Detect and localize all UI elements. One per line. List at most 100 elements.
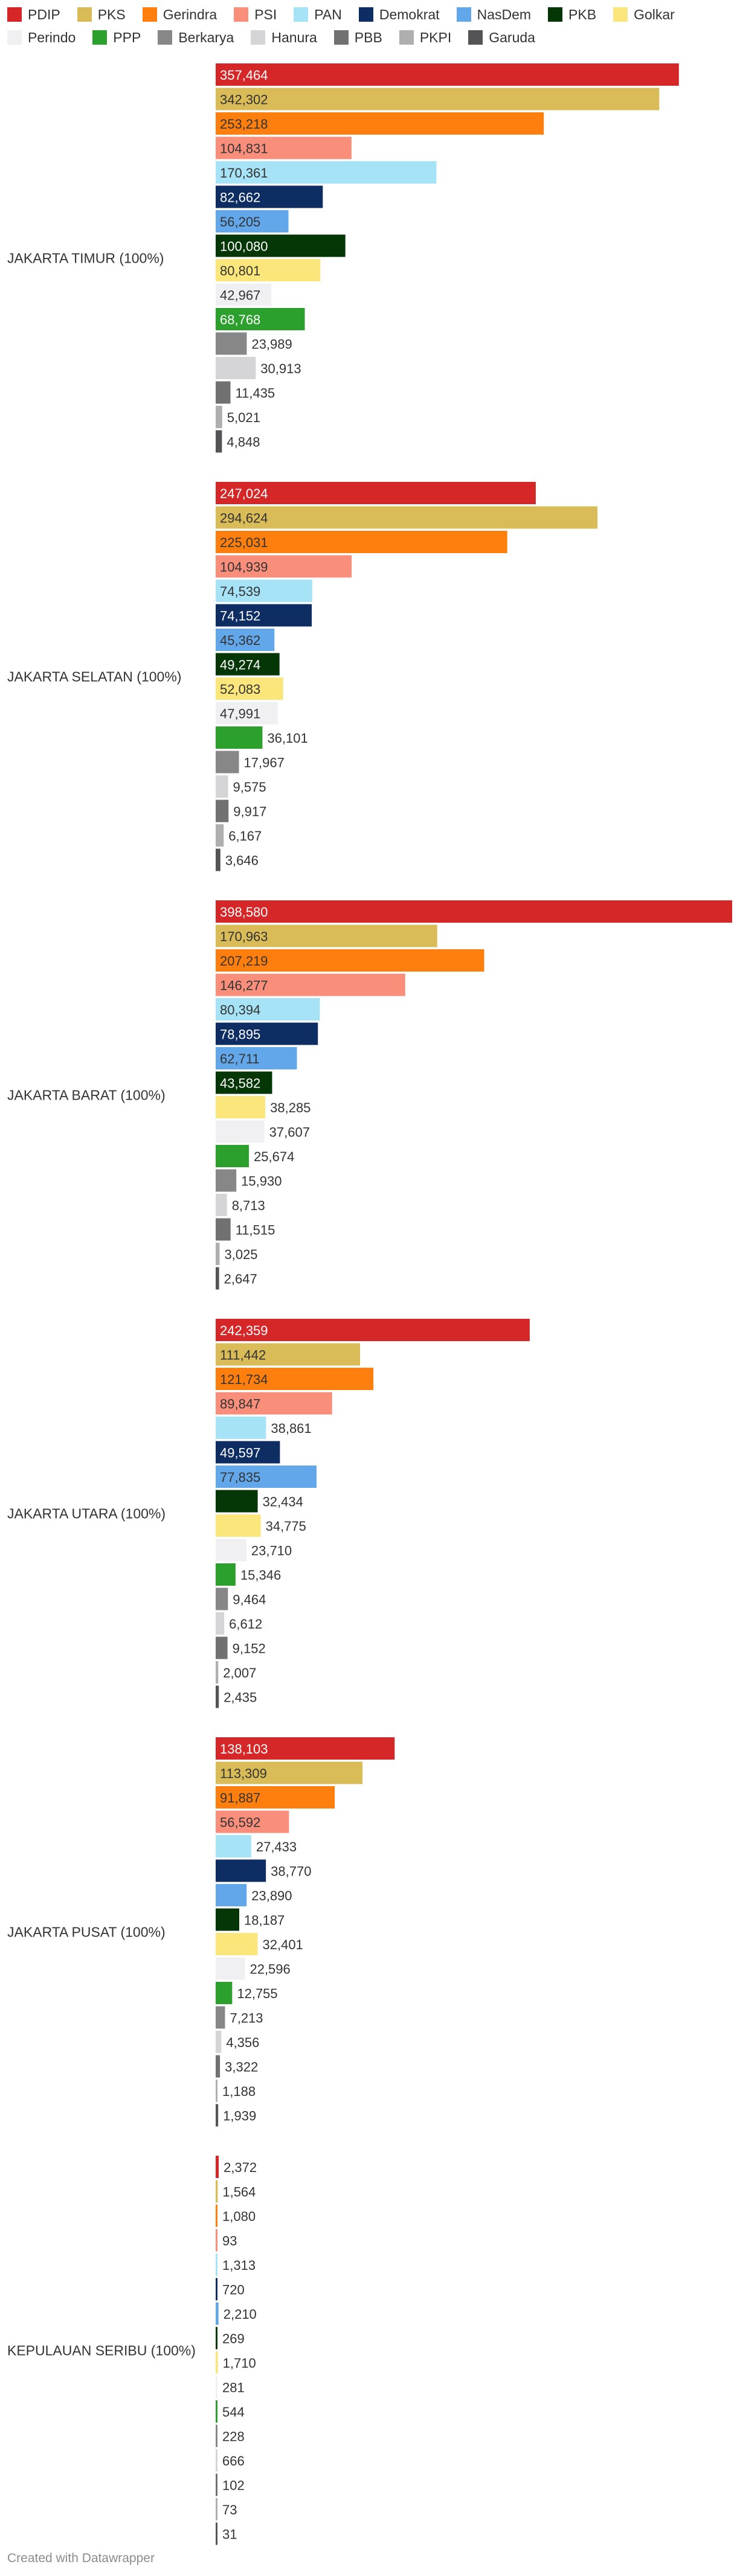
bar-berkarya: [216, 332, 247, 355]
bar-value-label: 3,322: [225, 2060, 258, 2075]
legend-swatch: [399, 30, 414, 45]
bar-nasdem: [216, 629, 275, 651]
bar-value-label: 32,434: [263, 1495, 303, 1510]
bar-ppp: [216, 2400, 217, 2423]
bar-pan: [216, 998, 320, 1020]
bar-golkar: [216, 678, 283, 700]
bar-pkpi: [216, 406, 222, 428]
bar-garuda: [216, 2522, 217, 2545]
bar-value-label: 342,302: [220, 92, 268, 107]
bar-pkpi: [216, 1661, 219, 1684]
bar-value-label: 1,710: [223, 2356, 256, 2371]
bar-value-label: 37,607: [269, 1125, 310, 1140]
bar-demokrat: [216, 2278, 217, 2301]
bar-value-label: 9,917: [233, 804, 266, 819]
legend-label: Hanura: [271, 29, 317, 45]
bar-pks: [216, 1761, 363, 1784]
bar-psi: [216, 555, 352, 578]
legend-swatch: [333, 30, 349, 45]
bar-value-label: 100,080: [220, 239, 268, 254]
bar-psi: [216, 1810, 289, 1833]
legend-label: Demokrat: [379, 6, 440, 22]
bar-value-label: 27,433: [256, 1839, 297, 1854]
legend-item-hanura: Hanura: [251, 28, 317, 47]
bar-pks: [216, 924, 437, 947]
region-group-jakarta-timur-100: JAKARTA TIMUR (100%) 357,464 342,302 253,21…: [7, 63, 679, 453]
legend-label: PKPI: [419, 29, 452, 45]
bar-value-label: 2,007: [223, 1665, 256, 1680]
bar-pan: [216, 1835, 251, 1857]
bar-pan: [216, 580, 312, 602]
bar-value-label: 170,963: [220, 929, 268, 944]
bar-value-label: 225,031: [220, 535, 268, 550]
bar-value-label: 207,219: [220, 953, 268, 969]
bar-pdip: [216, 1319, 530, 1341]
bar-perindo: [216, 2376, 217, 2398]
bar-value-label: 9,152: [233, 1641, 266, 1656]
bar-berkarya: [216, 1169, 237, 1192]
region-group-kepulauan-seribu-100: KEPULAUAN SERIBU (100%) 2,372 1,564 1,080 93…: [7, 2156, 257, 2545]
legend-item-psi: PSI: [234, 5, 277, 24]
legend-item-pks: PKS: [77, 5, 126, 24]
bar-value-label: 89,847: [220, 1397, 260, 1412]
bar-value-label: 2,647: [224, 1272, 257, 1287]
bar-value-label: 294,624: [220, 511, 268, 526]
legend-label: Garuda: [489, 29, 535, 45]
bar-value-label: 242,359: [220, 1323, 268, 1338]
bar-pbb: [216, 799, 229, 822]
bar-pdip: [216, 2156, 219, 2178]
region-group-jakarta-utara-100: JAKARTA UTARA (100%) 242,359 111,442 121,73…: [7, 1319, 530, 1708]
region-group-jakarta-pusat-100: JAKARTA PUSAT (100%) 138,103 113,309 91,887…: [7, 1737, 395, 2127]
bar-value-label: 3,025: [224, 1247, 257, 1262]
bar-hanura: [216, 1194, 227, 1216]
region-group-jakarta-barat-100: JAKARTA BARAT (100%) 398,580 170,963 207,21…: [7, 900, 732, 1290]
bar-pkb: [216, 1071, 272, 1094]
bar-berkarya: [216, 2424, 217, 2447]
bar-value-label: 7,213: [230, 2011, 263, 2026]
bar-value-label: 104,831: [220, 141, 268, 156]
region-label: JAKARTA UTARA (100%): [7, 1505, 166, 1521]
legend-item-berkarya: Berkarya: [158, 28, 234, 47]
legend-item-pdip: PDIP: [7, 5, 60, 24]
bar-psi: [216, 136, 352, 159]
bar-value-label: 74,152: [220, 609, 260, 624]
bar-pks: [216, 506, 598, 529]
bar-demokrat: [216, 1441, 280, 1464]
bar-demokrat: [216, 604, 312, 627]
legend-item-ppp: PPP: [92, 28, 141, 47]
bar-hanura: [216, 775, 228, 798]
bar-value-label: 56,205: [220, 214, 260, 229]
bar-demokrat: [216, 1022, 318, 1045]
bar-garuda: [216, 848, 220, 871]
bar-value-label: 544: [222, 2405, 245, 2420]
bar-value-label: 17,967: [244, 755, 285, 771]
bar-perindo: [216, 1957, 245, 1980]
bar-hanura: [216, 2031, 222, 2053]
legend-swatch: [358, 7, 373, 22]
bar-nasdem: [216, 2302, 219, 2325]
legend-label: Berkarya: [178, 29, 234, 45]
legend-label: PBB: [354, 29, 382, 45]
bar-demokrat: [216, 1859, 266, 1882]
legend-item-demokrat: Demokrat: [358, 5, 440, 24]
bar-value-label: 68,768: [220, 312, 260, 327]
bar-golkar: [216, 1933, 258, 1955]
bar-value-label: 720: [222, 2283, 245, 2298]
bar-pbb: [216, 2055, 220, 2078]
bar-value-label: 23,989: [251, 337, 292, 352]
bar-psi: [216, 2229, 217, 2252]
bar-hanura: [216, 2449, 217, 2472]
bar-value-label: 43,582: [220, 1076, 260, 1091]
bar-pks: [216, 88, 660, 111]
bar-golkar: [216, 1096, 266, 1118]
bar-value-label: 5,021: [227, 410, 260, 425]
bar-value-label: 398,580: [220, 905, 268, 920]
legend-swatch: [158, 30, 173, 45]
bar-value-label: 38,861: [271, 1421, 311, 1436]
bar-value-label: 1,080: [222, 2209, 256, 2224]
legend-item-pan: PAN: [294, 5, 342, 24]
bar-value-label: 2,372: [224, 2160, 257, 2175]
bar-value-label: 25,674: [254, 1149, 294, 1164]
bar-pkpi: [216, 824, 224, 847]
bar-gerindra: [216, 531, 507, 553]
